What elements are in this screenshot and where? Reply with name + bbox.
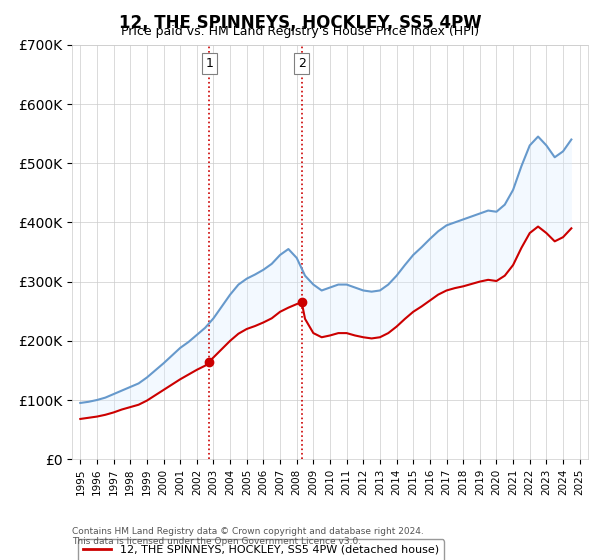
- Text: 1: 1: [205, 57, 213, 70]
- Text: 2: 2: [298, 57, 305, 70]
- Legend: 12, THE SPINNEYS, HOCKLEY, SS5 4PW (detached house), HPI: Average price, detache: 12, THE SPINNEYS, HOCKLEY, SS5 4PW (deta…: [77, 539, 445, 560]
- Text: Price paid vs. HM Land Registry's House Price Index (HPI): Price paid vs. HM Land Registry's House …: [121, 25, 479, 38]
- Text: 12, THE SPINNEYS, HOCKLEY, SS5 4PW: 12, THE SPINNEYS, HOCKLEY, SS5 4PW: [119, 14, 481, 32]
- Text: Contains HM Land Registry data © Crown copyright and database right 2024.
This d: Contains HM Land Registry data © Crown c…: [72, 526, 424, 546]
